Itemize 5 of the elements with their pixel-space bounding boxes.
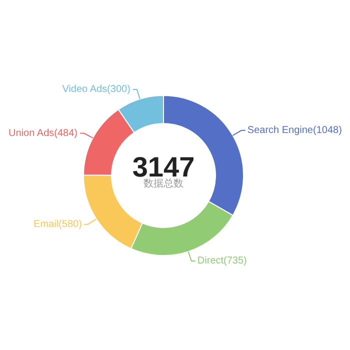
slice-label: Direct(735) <box>197 256 247 267</box>
slice-label: Union Ads(484) <box>8 128 78 139</box>
slice-label: Email(580) <box>34 218 82 230</box>
slice-label: Video Ads(300) <box>62 84 130 96</box>
slice-label: Search Engine(1048) <box>247 124 342 136</box>
